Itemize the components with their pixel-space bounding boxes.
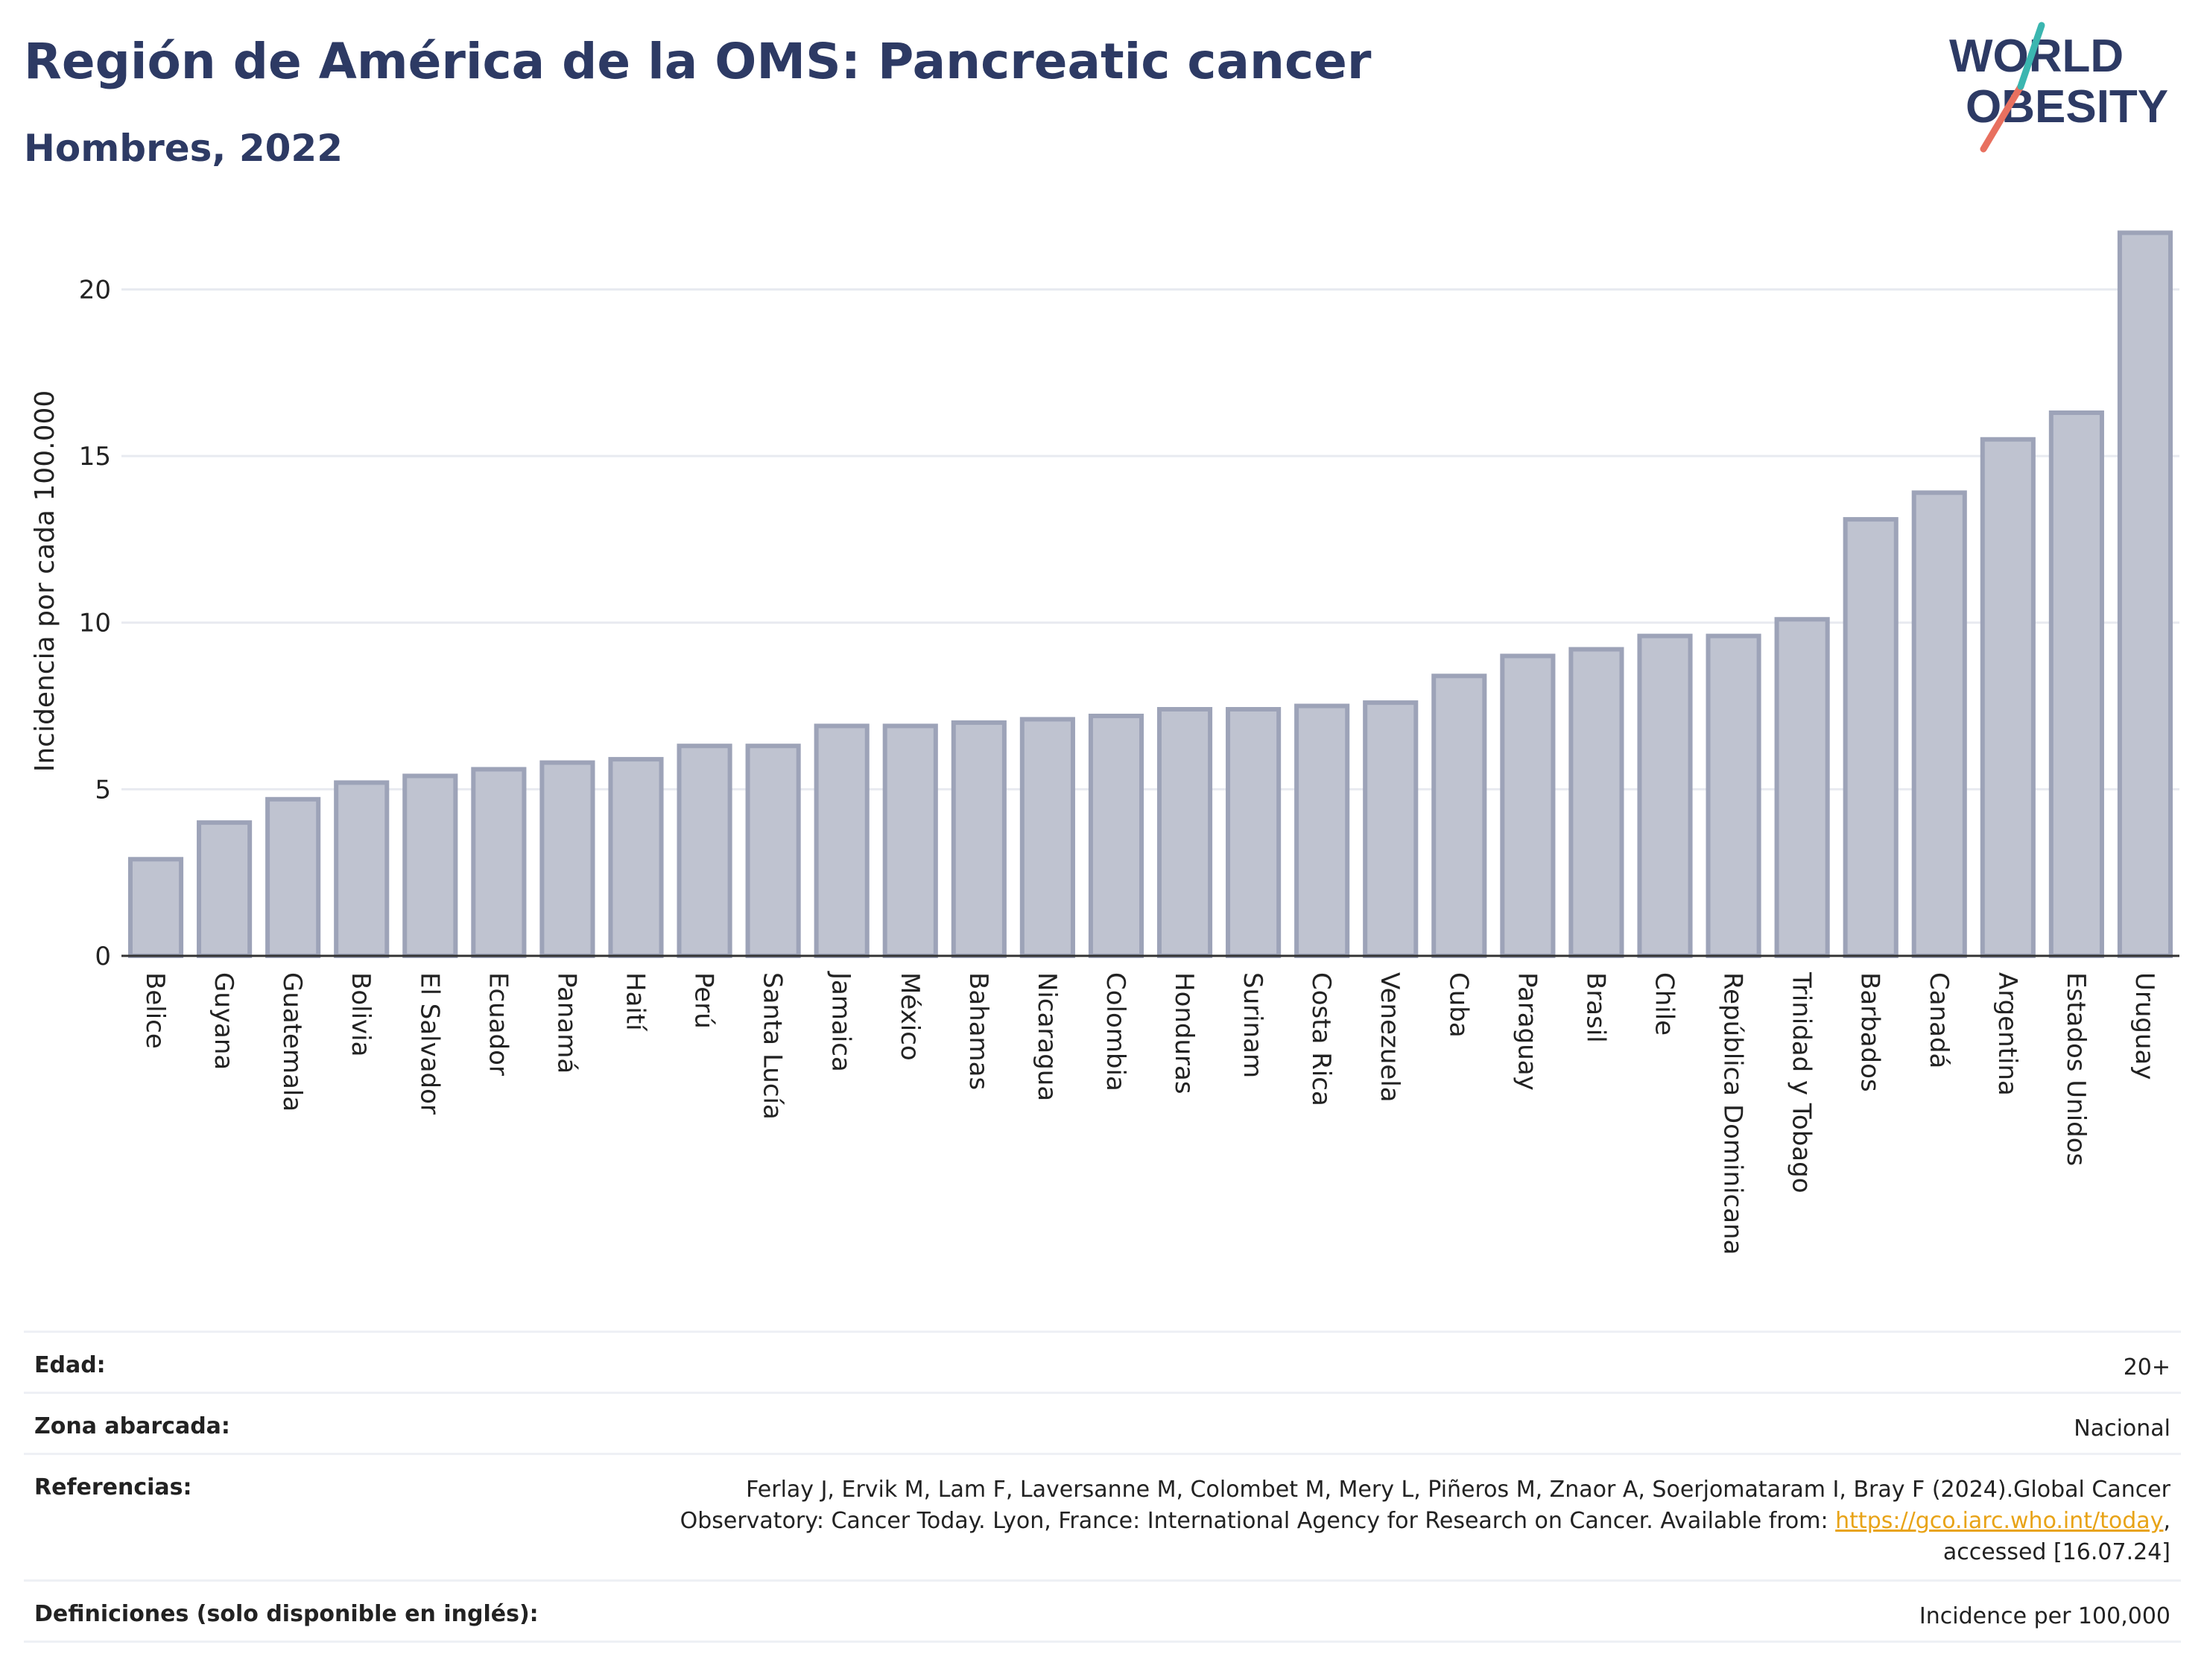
- bar: [1363, 700, 1419, 959]
- definitions-value: Incidence per 100,000: [1919, 1603, 2170, 1629]
- world-obesity-logo: WORLD OBESITY: [1949, 22, 2168, 153]
- x-tick-label: Colombia: [1101, 972, 1130, 1091]
- bar: [539, 760, 595, 959]
- y-tick-labels: 0 5 10 15 20: [79, 275, 111, 971]
- bar: [1294, 703, 1350, 959]
- age-value: 20+: [2123, 1354, 2170, 1381]
- bar: [814, 723, 870, 959]
- x-tick-label: Uruguay: [2129, 972, 2159, 1080]
- bar: [745, 744, 801, 959]
- x-tick-label: Panamá: [551, 972, 581, 1074]
- x-tick-label: Trinidad y Tobago: [1787, 971, 1817, 1194]
- x-tick-label: Paraguay: [1512, 972, 1542, 1091]
- bar: [608, 757, 664, 958]
- references-label: Referencias:: [34, 1474, 192, 1500]
- x-tick-label: Ecuador: [483, 972, 513, 1076]
- x-tick-label: Guatemala: [277, 972, 307, 1112]
- y-axis-label: Incidencia por cada 100.000: [30, 390, 60, 773]
- reference-line-2-text: Observatory: Cancer Today. Lyon, France:…: [680, 1508, 1836, 1534]
- bar: [1774, 617, 1830, 958]
- bar: [471, 767, 527, 958]
- reference-line-1: Ferlay J, Ervik M, Lam F, Laversanne M, …: [746, 1477, 2170, 1503]
- reference-line-2-end: ,: [2163, 1508, 2170, 1534]
- x-tick-label: El Salvador: [414, 972, 444, 1115]
- reference-link[interactable]: https://gco.iarc.who.int/today: [1835, 1508, 2164, 1534]
- x-tick-label: Argentina: [1992, 972, 2022, 1096]
- chart-subtitle: Hombres, 2022: [24, 127, 343, 170]
- bar: [1980, 437, 2036, 958]
- bar: [1911, 490, 1967, 958]
- x-tick-label: Barbados: [1855, 972, 1885, 1092]
- x-tick-label: Guyana: [209, 972, 238, 1070]
- bar: [951, 720, 1007, 959]
- bar: [1706, 633, 1761, 958]
- x-tick-label: Estados Unidos: [2061, 972, 2091, 1166]
- bar: [1431, 673, 1487, 958]
- bar: [1500, 653, 1556, 958]
- bar-chart: 0 5 10 15 20 Belice Guyana Guatemala Bolivia El …: [30, 230, 2179, 1255]
- logo-slash-coral: [1980, 83, 2024, 153]
- x-tick-label: Surinam: [1238, 972, 1267, 1078]
- bars: [127, 230, 2173, 959]
- reference-line-2: Observatory: Cancer Today. Lyon, France:…: [680, 1506, 2170, 1537]
- x-tick-label: Honduras: [1169, 972, 1199, 1094]
- meta-row-references: Referencias: Ferlay J, Ervik M, Lam F, L…: [24, 1453, 2181, 1580]
- x-tick-label: Bolivia: [346, 972, 376, 1056]
- x-tick-label: República Dominicana: [1718, 972, 1748, 1255]
- x-tick-label: Belice: [140, 972, 170, 1049]
- x-tick-label: Brasil: [1580, 972, 1610, 1043]
- x-tick-labels: Belice Guyana Guatemala Bolivia El Salvador E…: [140, 971, 2159, 1255]
- area-value: Nacional: [2074, 1416, 2170, 1442]
- bar: [127, 857, 184, 958]
- definitions-label: Definiciones (solo disponible en inglés)…: [34, 1601, 539, 1627]
- bar: [1226, 707, 1282, 958]
- bar: [1637, 633, 1693, 958]
- bar: [1568, 647, 1624, 958]
- bar: [1156, 707, 1213, 958]
- y-tick-label: 5: [95, 775, 111, 805]
- x-tick-label: Venezuela: [1375, 972, 1405, 1103]
- area-label: Zona abarcada:: [34, 1413, 230, 1439]
- y-tick-label: 0: [95, 942, 111, 971]
- x-tick-label: Chile: [1650, 972, 1679, 1036]
- meta-row-age: Edad: 20+: [24, 1331, 2181, 1392]
- x-tick-label: Haití: [621, 972, 650, 1032]
- x-tick-label: Bahamas: [963, 972, 993, 1090]
- bar: [1088, 713, 1144, 958]
- bar: [334, 780, 390, 959]
- y-tick-label: 20: [79, 275, 111, 305]
- bar: [402, 773, 458, 959]
- meta-row-area: Zona abarcada: Nacional: [24, 1392, 2181, 1454]
- bar: [2048, 410, 2104, 958]
- bar: [882, 723, 938, 959]
- x-tick-label: México: [895, 972, 925, 1061]
- grid-lines: [121, 288, 2179, 790]
- x-tick-label: Perú: [689, 972, 719, 1029]
- x-tick-label: Canadá: [1924, 972, 1954, 1068]
- bar: [1019, 717, 1075, 958]
- x-tick-label: Jamaica: [826, 971, 856, 1072]
- bar: [265, 796, 321, 959]
- meta-row-definitions: Definiciones (solo disponible en inglés)…: [24, 1579, 2181, 1641]
- y-tick-label: 15: [79, 442, 111, 472]
- x-tick-label: Nicaragua: [1032, 972, 1062, 1101]
- bar: [677, 744, 732, 959]
- bar: [197, 820, 253, 959]
- x-tick-label: Costa Rica: [1306, 972, 1336, 1106]
- metadata-table: Edad: 20+ Zona abarcada: Nacional Refere…: [24, 1331, 2181, 1643]
- meta-bottom-border: [24, 1641, 2181, 1643]
- bar: [2117, 230, 2173, 959]
- x-tick-label: Cuba: [1443, 972, 1473, 1038]
- references-value: Ferlay J, Ervik M, Lam F, Laversanne M, …: [680, 1474, 2170, 1568]
- reference-line-3: accessed [16.07.24]: [1942, 1539, 2170, 1565]
- logo-slash-teal: [2017, 22, 2045, 90]
- chart-title: Región de América de la OMS: Pancreatic …: [24, 33, 1372, 90]
- y-tick-label: 10: [79, 609, 111, 638]
- x-tick-label: Santa Lucía: [758, 972, 788, 1120]
- age-label: Edad:: [34, 1352, 106, 1378]
- bar: [1843, 517, 1899, 958]
